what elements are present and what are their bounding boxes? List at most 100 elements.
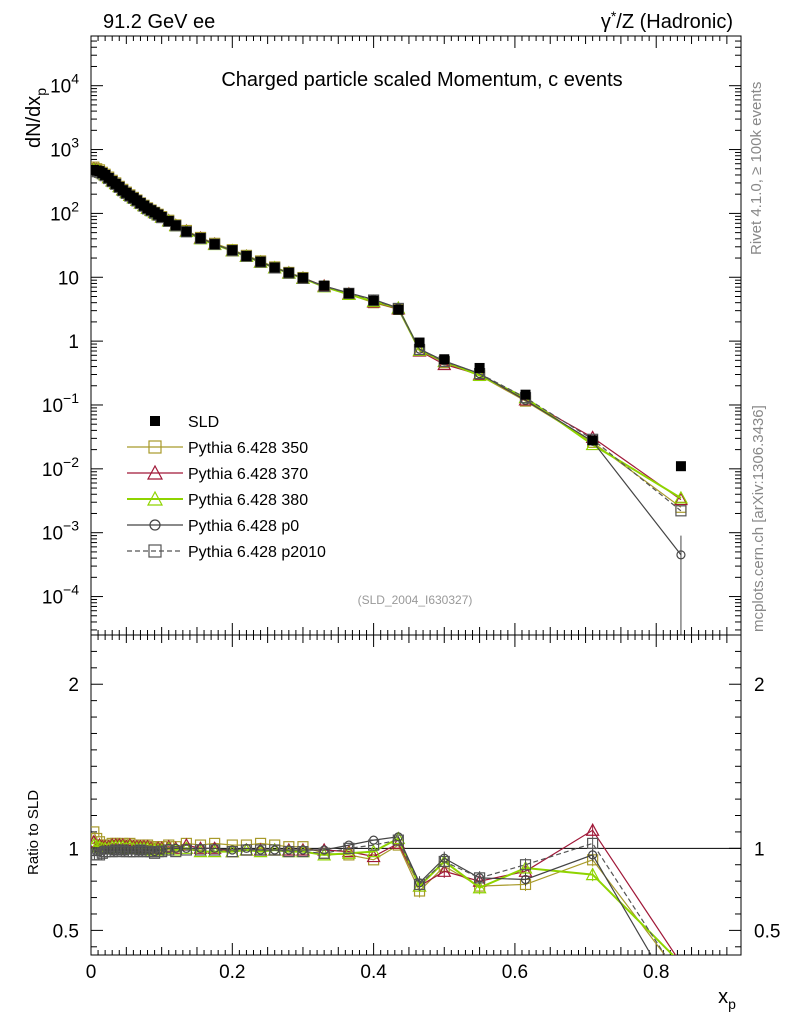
series-point [673,492,688,506]
ratio-point [157,845,167,855]
y-tick-label: 10 [58,268,79,289]
legend-item: Pythia 6.428 p2010 [127,544,326,561]
data-point [283,267,294,278]
y-tick-label-base: 10 [58,268,79,289]
ratio-point [254,837,267,850]
series-pythia-6-428-350 [91,161,687,513]
legend-item-sld: SLD [150,414,219,431]
ratio-point [343,842,355,854]
analysis-label: (SLD_2004_I630327) [358,593,473,607]
ratio-y-tick-label-left: 0.5 [53,921,79,942]
legend-label: Pythia 6.428 380 [188,492,308,509]
ratio-point [156,846,168,858]
x-axis-label-base: x [718,986,728,1008]
ratio-point [135,845,146,855]
ratio-point [121,845,131,855]
legend-marker [149,519,161,531]
rivet-label: Rivet 4.1.0, ≥ 100k events [748,82,765,255]
y-tick-label: 10−1 [42,390,79,417]
ratio-point [585,867,600,881]
x-axis-label-sub: p [728,996,736,1012]
y-tick-label-base: 10 [42,460,63,481]
y-tick-label: 104 [50,71,79,98]
ratio-panel: 2 2 1 1 0.5 0.5 Ratio to SLD [25,634,780,1010]
legend-label: SLD [188,414,219,431]
header-left: 91.2 GeV ee [103,11,215,33]
series-pythia-6-428-380 [91,162,688,504]
header-right-gamma: γ [601,11,611,33]
ratio-line [93,839,666,955]
y-tick-label-base: 10 [50,204,71,225]
ratio-point [319,845,329,855]
ratio-point [171,843,181,853]
x-tick-label: 0.2 [219,962,245,983]
ratio-point [241,843,252,853]
legend-marker [146,464,164,480]
data-point [297,272,308,283]
y-tick-label: 1 [68,332,79,353]
ratio-point [298,845,308,855]
ratio-point [472,880,487,894]
data-point [393,304,404,315]
x-tick-label: 0.8 [643,962,669,983]
y-tick-label: 10−2 [42,454,79,481]
series-point [675,505,687,517]
legend: SLD Pythia 6.428 350 Pythia 6.428 370 Pythi… [127,414,326,561]
y-tick-label-exp: −1 [63,390,79,406]
ratio-point [148,847,161,859]
data-point [414,337,425,348]
y-tick-label: 102 [50,198,79,225]
ratio-point [677,1002,685,1010]
series-pythia-6-428-370 [91,161,688,506]
ratio-point [413,878,426,891]
y-tick-label-base: 10 [42,588,63,609]
ratio-point [209,844,221,856]
data-point [227,245,238,256]
ratio-ticks: 2 2 1 1 0.5 0.5 [53,634,780,955]
data-point [343,288,354,299]
legend-item: Pythia 6.428 p0 [127,518,299,535]
series-line [93,168,682,499]
mcplots-label: mcplots.cern.ch [arXiv:1306.3436] [750,405,767,632]
x-axis-label: xp [718,986,736,1012]
ratio-point [210,843,220,853]
main-ticks [90,35,741,635]
data-point [675,461,686,472]
ratio-point [128,845,138,855]
data-point [195,233,206,244]
ratio-point [297,846,309,858]
x-tick-labels: 0 0.2 0.4 0.6 0.8 [86,962,670,983]
data-point [368,295,379,306]
y-axis-label-base: dN/dx [23,96,45,148]
x-tick-label: 0.4 [360,962,387,983]
ratio-point [520,874,531,885]
ratio-point [587,837,599,850]
y-tick-label-exp: 3 [71,135,79,151]
ratio-point [675,957,687,968]
ratio-series-pythia-6-428-p0 [91,832,685,1010]
legend-label: Pythia 6.428 370 [188,466,308,483]
ratio-point [391,831,406,845]
legend-marker [150,416,160,426]
ratio-y-tick-label-left: 2 [68,675,79,696]
ratio-point [368,839,380,851]
data-point [520,389,531,400]
y-tick-label: 103 [50,135,79,162]
ratio-point [181,843,191,853]
ratio-point [107,845,117,855]
ratio-point [585,823,600,836]
y-tick-label-exp: 2 [71,198,79,214]
legend-label: Pythia 6.428 350 [188,440,308,457]
ratio-point [125,845,135,855]
ratio-y-tick-label-right: 0.5 [754,921,780,942]
legend-label: Pythia 6.428 p0 [188,518,299,535]
ratio-series-pythia-6-428-p2010 [91,834,666,955]
ratio-point [118,845,128,855]
ratio-point [317,847,332,861]
ratio-point [676,971,686,981]
ratio-y-tick-label-right: 1 [754,839,765,860]
ratio-point [111,845,121,855]
y-tick-label: 10−3 [42,518,79,545]
ratio-point [226,846,238,858]
